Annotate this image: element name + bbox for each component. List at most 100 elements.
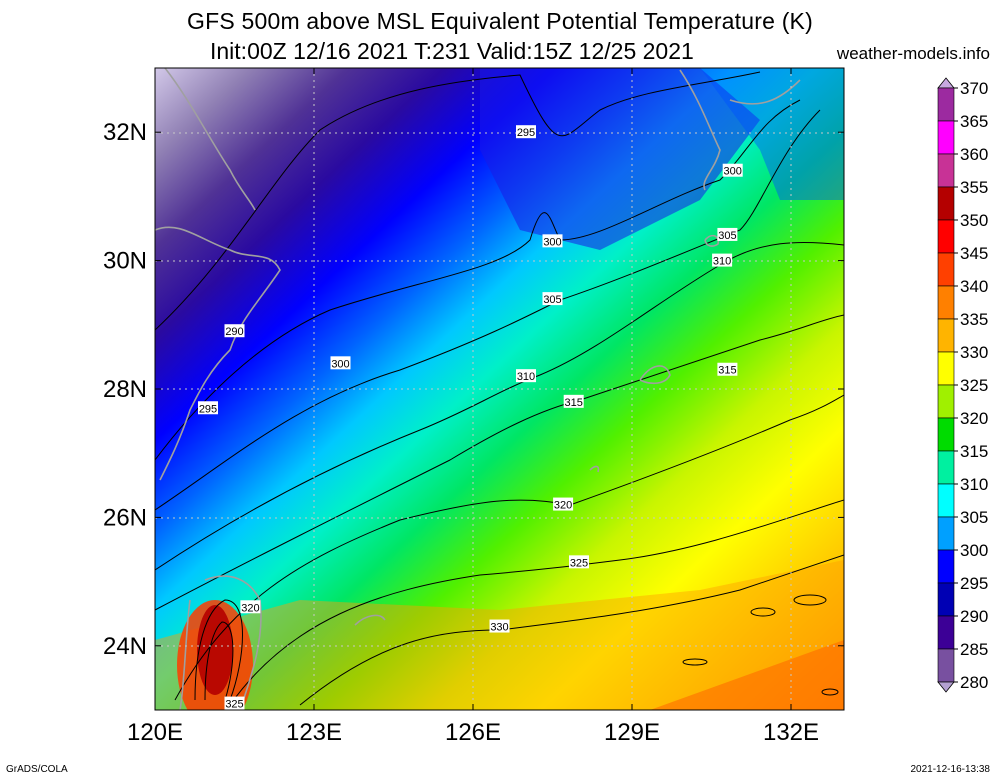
colorbar-label: 295	[960, 574, 988, 593]
contour-label-bg	[240, 600, 261, 614]
contour-label-bg	[542, 234, 563, 248]
colorbar-label: 325	[960, 376, 988, 395]
colorbar-swatch	[937, 549, 955, 584]
colorbar-label: 310	[960, 475, 988, 494]
contour-taiwan-inner	[204, 621, 234, 701]
contour-closed-1	[750, 607, 776, 617]
contour-label-bg	[542, 292, 563, 306]
colorbar-swatch	[937, 582, 955, 617]
contour-295	[155, 71, 761, 331]
lat-tick-label: 32N	[103, 119, 147, 146]
colorbar-label: 305	[960, 508, 988, 527]
contour-label: 310	[517, 371, 535, 383]
contour-label: 290	[225, 326, 243, 338]
contour-label-bg	[717, 227, 738, 241]
colorbar-swatch	[937, 615, 955, 650]
contour-closed-4	[821, 688, 839, 696]
contour-label-bg	[224, 324, 245, 338]
colorbar-swatch	[937, 219, 955, 254]
lon-tick-label: 120E	[127, 719, 183, 746]
colorbar-label: 335	[960, 310, 988, 329]
colorbar-swatch	[937, 417, 955, 452]
contour-label-bg	[489, 619, 510, 633]
trough-shading	[480, 68, 760, 250]
colorbar-label: 365	[960, 112, 988, 131]
warm-plume	[155, 560, 844, 710]
contour-label-bg	[563, 394, 584, 408]
colorbar-swatch	[937, 318, 955, 353]
colorbar-label: 285	[960, 640, 988, 659]
grid-lines	[155, 68, 844, 710]
contour-330	[299, 554, 844, 706]
contour-label: 320	[554, 500, 572, 512]
contour-label: 305	[543, 294, 561, 306]
kyushu-coast	[679, 69, 801, 191]
lon-tick-label: 126E	[445, 719, 501, 746]
contour-label-bg	[516, 125, 536, 139]
taiwan-hotspot-core	[197, 605, 233, 695]
colorbar-label: 355	[960, 178, 988, 197]
contour-label-bg	[330, 356, 351, 370]
contour-label: 315	[718, 365, 736, 377]
lon-tick-label: 129E	[604, 719, 660, 746]
colorbar-swatch	[937, 120, 955, 155]
contour-label: 325	[570, 557, 588, 569]
taiwan-coast	[179, 575, 262, 710]
lon-tick-label: 132E	[763, 719, 819, 746]
colorbar-label: 290	[960, 607, 988, 626]
colorbar-label: 320	[960, 409, 988, 428]
lat-tick-label: 30N	[103, 248, 147, 275]
colorbar-swatch	[937, 252, 955, 287]
footer-software: GrADS/COLA	[6, 764, 68, 775]
chart-subtitle: Init:00Z 12/16 2021 T:231 Valid:15Z 12/2…	[210, 38, 694, 64]
contour-320	[174, 394, 844, 701]
colorbar-bottom-arrow	[937, 681, 955, 693]
colorbar-swatch	[937, 384, 955, 419]
colorbar-label: 345	[960, 244, 988, 263]
warm-core-east	[650, 640, 844, 710]
contour-label: 295	[199, 403, 217, 415]
site-label: weather-models.info	[836, 44, 990, 63]
footer-timestamp: 2021-12-16-13:38	[910, 764, 990, 775]
ryukyu-okinawa	[639, 365, 671, 385]
contour-325	[229, 499, 844, 706]
colorbar-swatch	[937, 153, 955, 188]
contour-label-bg	[198, 401, 218, 415]
colorbar-label: 370	[960, 79, 988, 98]
colorbar-swatch	[937, 351, 955, 386]
contour-label: 295	[517, 127, 535, 139]
sakishima-islands	[354, 614, 386, 626]
contour-label: 330	[490, 622, 508, 634]
chart-title: GFS 500m above MSL Equivalent Potential …	[187, 8, 813, 34]
contour-label: 305	[718, 230, 736, 242]
colorbar-label: 350	[960, 211, 988, 230]
contour-315	[155, 314, 844, 611]
contour-label-bg	[717, 362, 738, 376]
contour-300	[155, 99, 801, 461]
colorbar-label: 360	[960, 145, 988, 164]
axis-ticks: 120E 123E 126E 129E 132E 24N 26N 28N 30N 32N	[103, 68, 844, 746]
contour-label-bg	[712, 253, 733, 267]
china-coast	[155, 226, 281, 481]
contour-label-bg	[569, 555, 589, 569]
contour-closed-3	[682, 658, 708, 666]
contour-taiwan-outer	[194, 599, 243, 701]
colorbar-label: 340	[960, 277, 988, 296]
contour-label-bg	[722, 163, 743, 177]
lat-tick-label: 24N	[103, 633, 147, 660]
lon-tick-label: 123E	[286, 719, 342, 746]
colorbar-label: 330	[960, 343, 988, 362]
lat-tick-label: 26N	[103, 504, 147, 531]
colorbar-swatch	[937, 87, 955, 122]
yangtze-coast	[164, 68, 256, 211]
contour-label-bg	[224, 696, 245, 710]
contour-label: 300	[724, 166, 742, 178]
colorbar-swatch	[937, 186, 955, 221]
contour-label-bg	[553, 497, 574, 511]
contour-labels: 295 300 300 305 310 305 290 300 310 315 315 295 320 3…	[198, 125, 743, 711]
contour-label: 300	[331, 358, 349, 370]
contour-label-bg	[516, 369, 536, 383]
contour-label: 300	[543, 236, 561, 248]
ryukyu-island-1	[589, 465, 600, 473]
